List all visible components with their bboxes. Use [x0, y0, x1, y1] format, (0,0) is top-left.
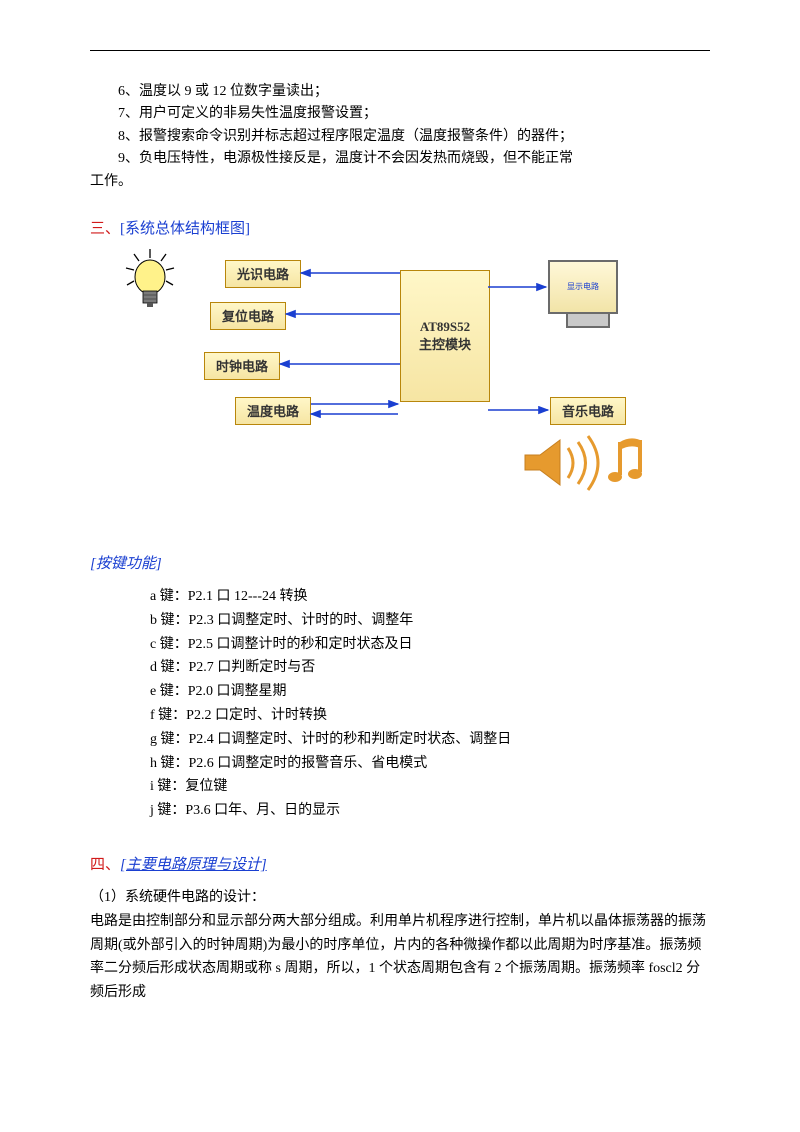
key-i: i 键：复位键 [150, 775, 710, 799]
section-4-num: 四、 [90, 857, 120, 873]
key-section-text: [按键功能] [90, 556, 162, 572]
section-3-text: [系统总体结构框图] [120, 221, 250, 237]
top-divider [90, 50, 710, 51]
section-4-title: 四、[主要电路原理与设计] [90, 853, 710, 874]
key-g: g 键：P2.4 口调整定时、计时的秒和判断定时状态、调整日 [150, 728, 710, 752]
list-item-9b: 工作。 [90, 171, 710, 193]
system-block-diagram: 光识电路 复位电路 时钟电路 温度电路 AT89S52 主控模块 显示电路 音乐… [130, 252, 710, 512]
key-a: a 键：P2.1 口 12---24 转换 [150, 585, 710, 609]
key-d: d 键：P2.7 口判断定时与否 [150, 656, 710, 680]
list-item-7: 7、用户可定义的非易失性温度报警设置； [90, 103, 710, 125]
key-h: h 键：P2.6 口调整定时的报警音乐、省电模式 [150, 752, 710, 776]
diagram-arrows [130, 252, 690, 512]
key-j: j 键：P3.6 口年、月、日的显示 [150, 799, 710, 823]
section-4-text: [主要电路原理与设计] [120, 857, 267, 873]
hardware-body: 电路是由控制部分和显示部分两大部分组成。利用单片机程序进行控制，单片机以晶体振荡… [90, 910, 710, 1005]
section-3-num: 三、 [90, 221, 120, 237]
hardware-heading: （1）系统硬件电路的设计： [90, 886, 710, 910]
list-item-9a: 9、负电压特性，电源极性接反是，温度计不会因发热而烧毁，但不能正常 [90, 148, 710, 170]
key-section-title: [按键功能] [90, 552, 710, 573]
key-c: c 键：P2.5 口调整计时的秒和定时状态及日 [150, 633, 710, 657]
key-b: b 键：P2.3 口调整定时、计时的时、调整年 [150, 609, 710, 633]
page: 6、温度以 9 或 12 位数字量读出； 7、用户可定义的非易失性温度报警设置；… [0, 0, 800, 1045]
list-item-8: 8、报警搜索命令识别并标志超过程序限定温度（温度报警条件）的器件； [90, 126, 710, 148]
key-e: e 键：P2.0 口调整星期 [150, 680, 710, 704]
key-f: f 键：P2.2 口定时、计时转换 [150, 704, 710, 728]
key-list: a 键：P2.1 口 12---24 转换 b 键：P2.3 口调整定时、计时的… [150, 585, 710, 823]
list-item-6: 6、温度以 9 或 12 位数字量读出； [90, 81, 710, 103]
section-3-title: 三、[系统总体结构框图] [90, 217, 710, 238]
